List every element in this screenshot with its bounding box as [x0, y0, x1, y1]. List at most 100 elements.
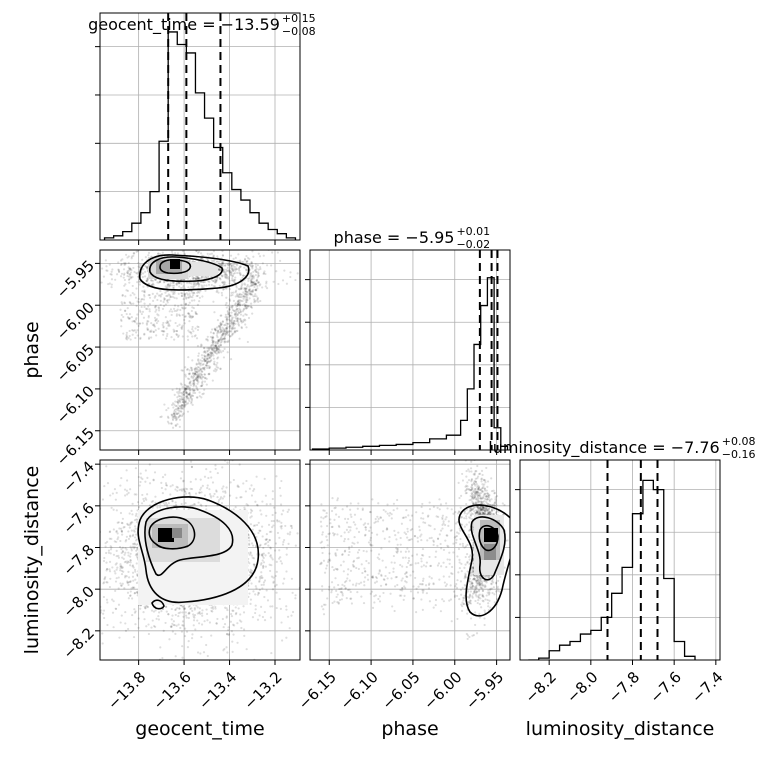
sample-point [119, 582, 122, 585]
sample-point [254, 265, 258, 268]
sample-point [188, 331, 191, 334]
sample-point [226, 330, 230, 333]
sample-point [223, 647, 226, 651]
hist-bar [549, 651, 559, 660]
sample-point [240, 284, 243, 287]
sample-point [227, 277, 230, 280]
sample-point [265, 280, 268, 283]
sample-point [143, 275, 147, 278]
sample-point [268, 539, 271, 542]
sample-point [236, 271, 239, 275]
sample-point [207, 276, 210, 279]
sample-point [271, 526, 274, 529]
sample-point [488, 513, 491, 516]
sample-point [229, 327, 232, 330]
sample-point [181, 397, 184, 400]
sample-point [104, 545, 107, 548]
sample-point [232, 624, 236, 627]
sample-point [196, 325, 199, 328]
sample-point [183, 403, 186, 406]
sample-point [206, 350, 209, 353]
sample-point [144, 497, 147, 500]
sample-point [127, 583, 130, 587]
sample-point [225, 268, 228, 271]
sample-point [141, 275, 144, 279]
sample-point [183, 607, 186, 610]
sample-point [249, 273, 253, 276]
sample-point [217, 351, 220, 355]
sample-point [221, 617, 224, 621]
sample-point [251, 264, 254, 267]
density-contour [139, 254, 250, 291]
sample-point [238, 307, 241, 310]
sample-point [167, 422, 171, 425]
sample-point [231, 274, 235, 277]
sample-point [208, 492, 212, 496]
sample-point [192, 503, 196, 506]
sample-point [173, 403, 176, 406]
sample-point [278, 486, 282, 490]
sample-point [175, 503, 178, 507]
sample-point [196, 606, 199, 609]
sample-point [182, 396, 185, 399]
sample-point [251, 250, 254, 253]
sample-point [229, 335, 232, 338]
sample-point [165, 334, 169, 338]
sample-point [119, 275, 123, 278]
sample-point [170, 422, 173, 425]
sample-point [130, 257, 133, 260]
sample-point [197, 380, 200, 384]
sample-point [175, 485, 178, 488]
sample-point [127, 336, 130, 340]
sample-point [143, 332, 146, 335]
sample-point [252, 557, 256, 560]
sample-point [188, 381, 192, 384]
sample-point [268, 538, 271, 542]
sample-point [152, 330, 155, 333]
sample-point [188, 392, 191, 395]
sample-point [263, 610, 266, 614]
sample-point [175, 507, 178, 511]
sample-point [258, 588, 261, 591]
sample-point [198, 491, 201, 494]
sample-point [214, 344, 218, 347]
sample-point [217, 339, 220, 343]
sample-point [139, 607, 142, 610]
sample-point [249, 602, 252, 605]
sample-point [116, 521, 119, 524]
sample-point [219, 349, 222, 352]
sample-point [154, 609, 157, 612]
sample-point [210, 496, 213, 499]
sample-point [132, 329, 135, 332]
sample-point [115, 577, 118, 580]
hist-bar [223, 173, 232, 240]
sample-point [143, 605, 146, 608]
sample-point [200, 370, 203, 373]
sample-point [146, 328, 150, 331]
sample-point [114, 580, 118, 583]
sample-point [214, 607, 217, 610]
sample-point [177, 406, 180, 410]
sample-point [215, 346, 218, 350]
sample-point [189, 487, 192, 491]
sample-point [219, 344, 222, 347]
sample-point [223, 328, 226, 331]
sample-point [263, 477, 266, 480]
sample-point [241, 283, 244, 286]
sample-point [215, 347, 218, 350]
sample-point [188, 294, 192, 297]
sample-point [224, 276, 227, 280]
sample-point [166, 284, 169, 287]
sample-point [122, 276, 125, 279]
sample-point [148, 336, 151, 339]
sample-point [236, 318, 239, 321]
sample-point [130, 255, 133, 258]
sample-point [125, 335, 129, 338]
sample-point [167, 293, 170, 296]
sample-point [238, 266, 241, 269]
sample-point [218, 268, 221, 271]
sample-point [244, 287, 247, 290]
sample-point [228, 324, 232, 327]
sample-point [89, 523, 91, 525]
